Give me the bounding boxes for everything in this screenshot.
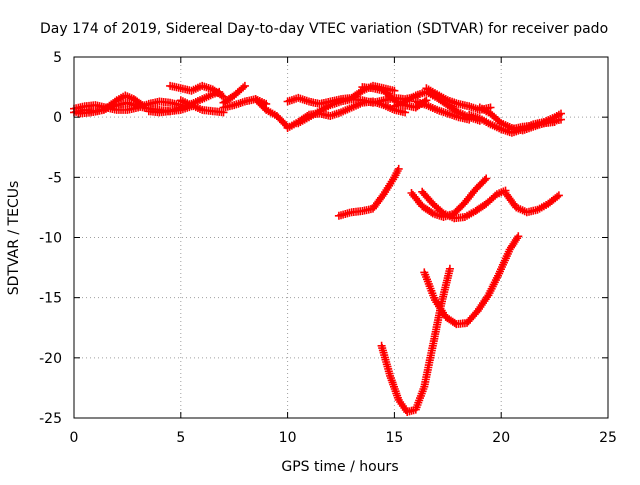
y-tick-label: 0 xyxy=(53,110,62,126)
data-point-markers xyxy=(334,164,403,220)
data-point-markers xyxy=(251,95,292,131)
x-tick-label: 0 xyxy=(70,430,79,446)
x-tick-label: 15 xyxy=(385,430,403,446)
series-sat-f xyxy=(176,96,228,117)
y-axis-label: SDTVAR / TECUs xyxy=(6,181,22,296)
x-tick-label: 10 xyxy=(279,430,297,446)
y-tick-label: -5 xyxy=(48,170,62,186)
series-arc-4 xyxy=(501,189,563,217)
grid xyxy=(74,57,608,418)
axis-ticks xyxy=(73,56,609,419)
y-tick-label: -10 xyxy=(39,231,62,247)
series-arc-3 xyxy=(418,186,510,223)
y-tick-label: -25 xyxy=(39,411,62,427)
series-arc-5 xyxy=(377,264,454,416)
data-point-markers xyxy=(411,97,474,124)
x-tick-label: 25 xyxy=(599,430,617,446)
x-tick-label: 20 xyxy=(492,430,510,446)
series-sat-g xyxy=(219,81,249,107)
data-point-markers xyxy=(507,115,565,134)
data-point-markers xyxy=(74,91,147,118)
series-sat-i xyxy=(251,95,292,131)
series-arc-6 xyxy=(420,232,523,329)
series-arc-1 xyxy=(334,164,403,220)
data-series xyxy=(70,81,565,416)
x-tick-label: 5 xyxy=(176,430,185,446)
data-point-markers xyxy=(166,81,228,101)
x-axis-label: GPS time / hours xyxy=(281,459,398,475)
data-point-markers xyxy=(420,232,523,329)
series-sat-s xyxy=(507,115,565,134)
data-point-markers xyxy=(219,81,249,107)
data-point-markers xyxy=(418,186,510,223)
series-sat-p xyxy=(411,97,474,124)
data-point-markers xyxy=(176,96,228,117)
tick-labels: 0 5 10 15 20 25 5 0 -5 -10 -15 -20 -25 xyxy=(39,50,617,446)
y-tick-label: 5 xyxy=(53,50,62,66)
data-point-markers xyxy=(501,189,563,217)
y-tick-label: -20 xyxy=(39,351,62,367)
series-sat-e xyxy=(166,81,228,101)
series-sat-c xyxy=(74,91,147,118)
chart-title: Day 174 of 2019, Sidereal Day-to-day VTE… xyxy=(40,21,608,37)
data-point-markers xyxy=(377,264,454,416)
y-tick-label: -15 xyxy=(39,291,62,307)
